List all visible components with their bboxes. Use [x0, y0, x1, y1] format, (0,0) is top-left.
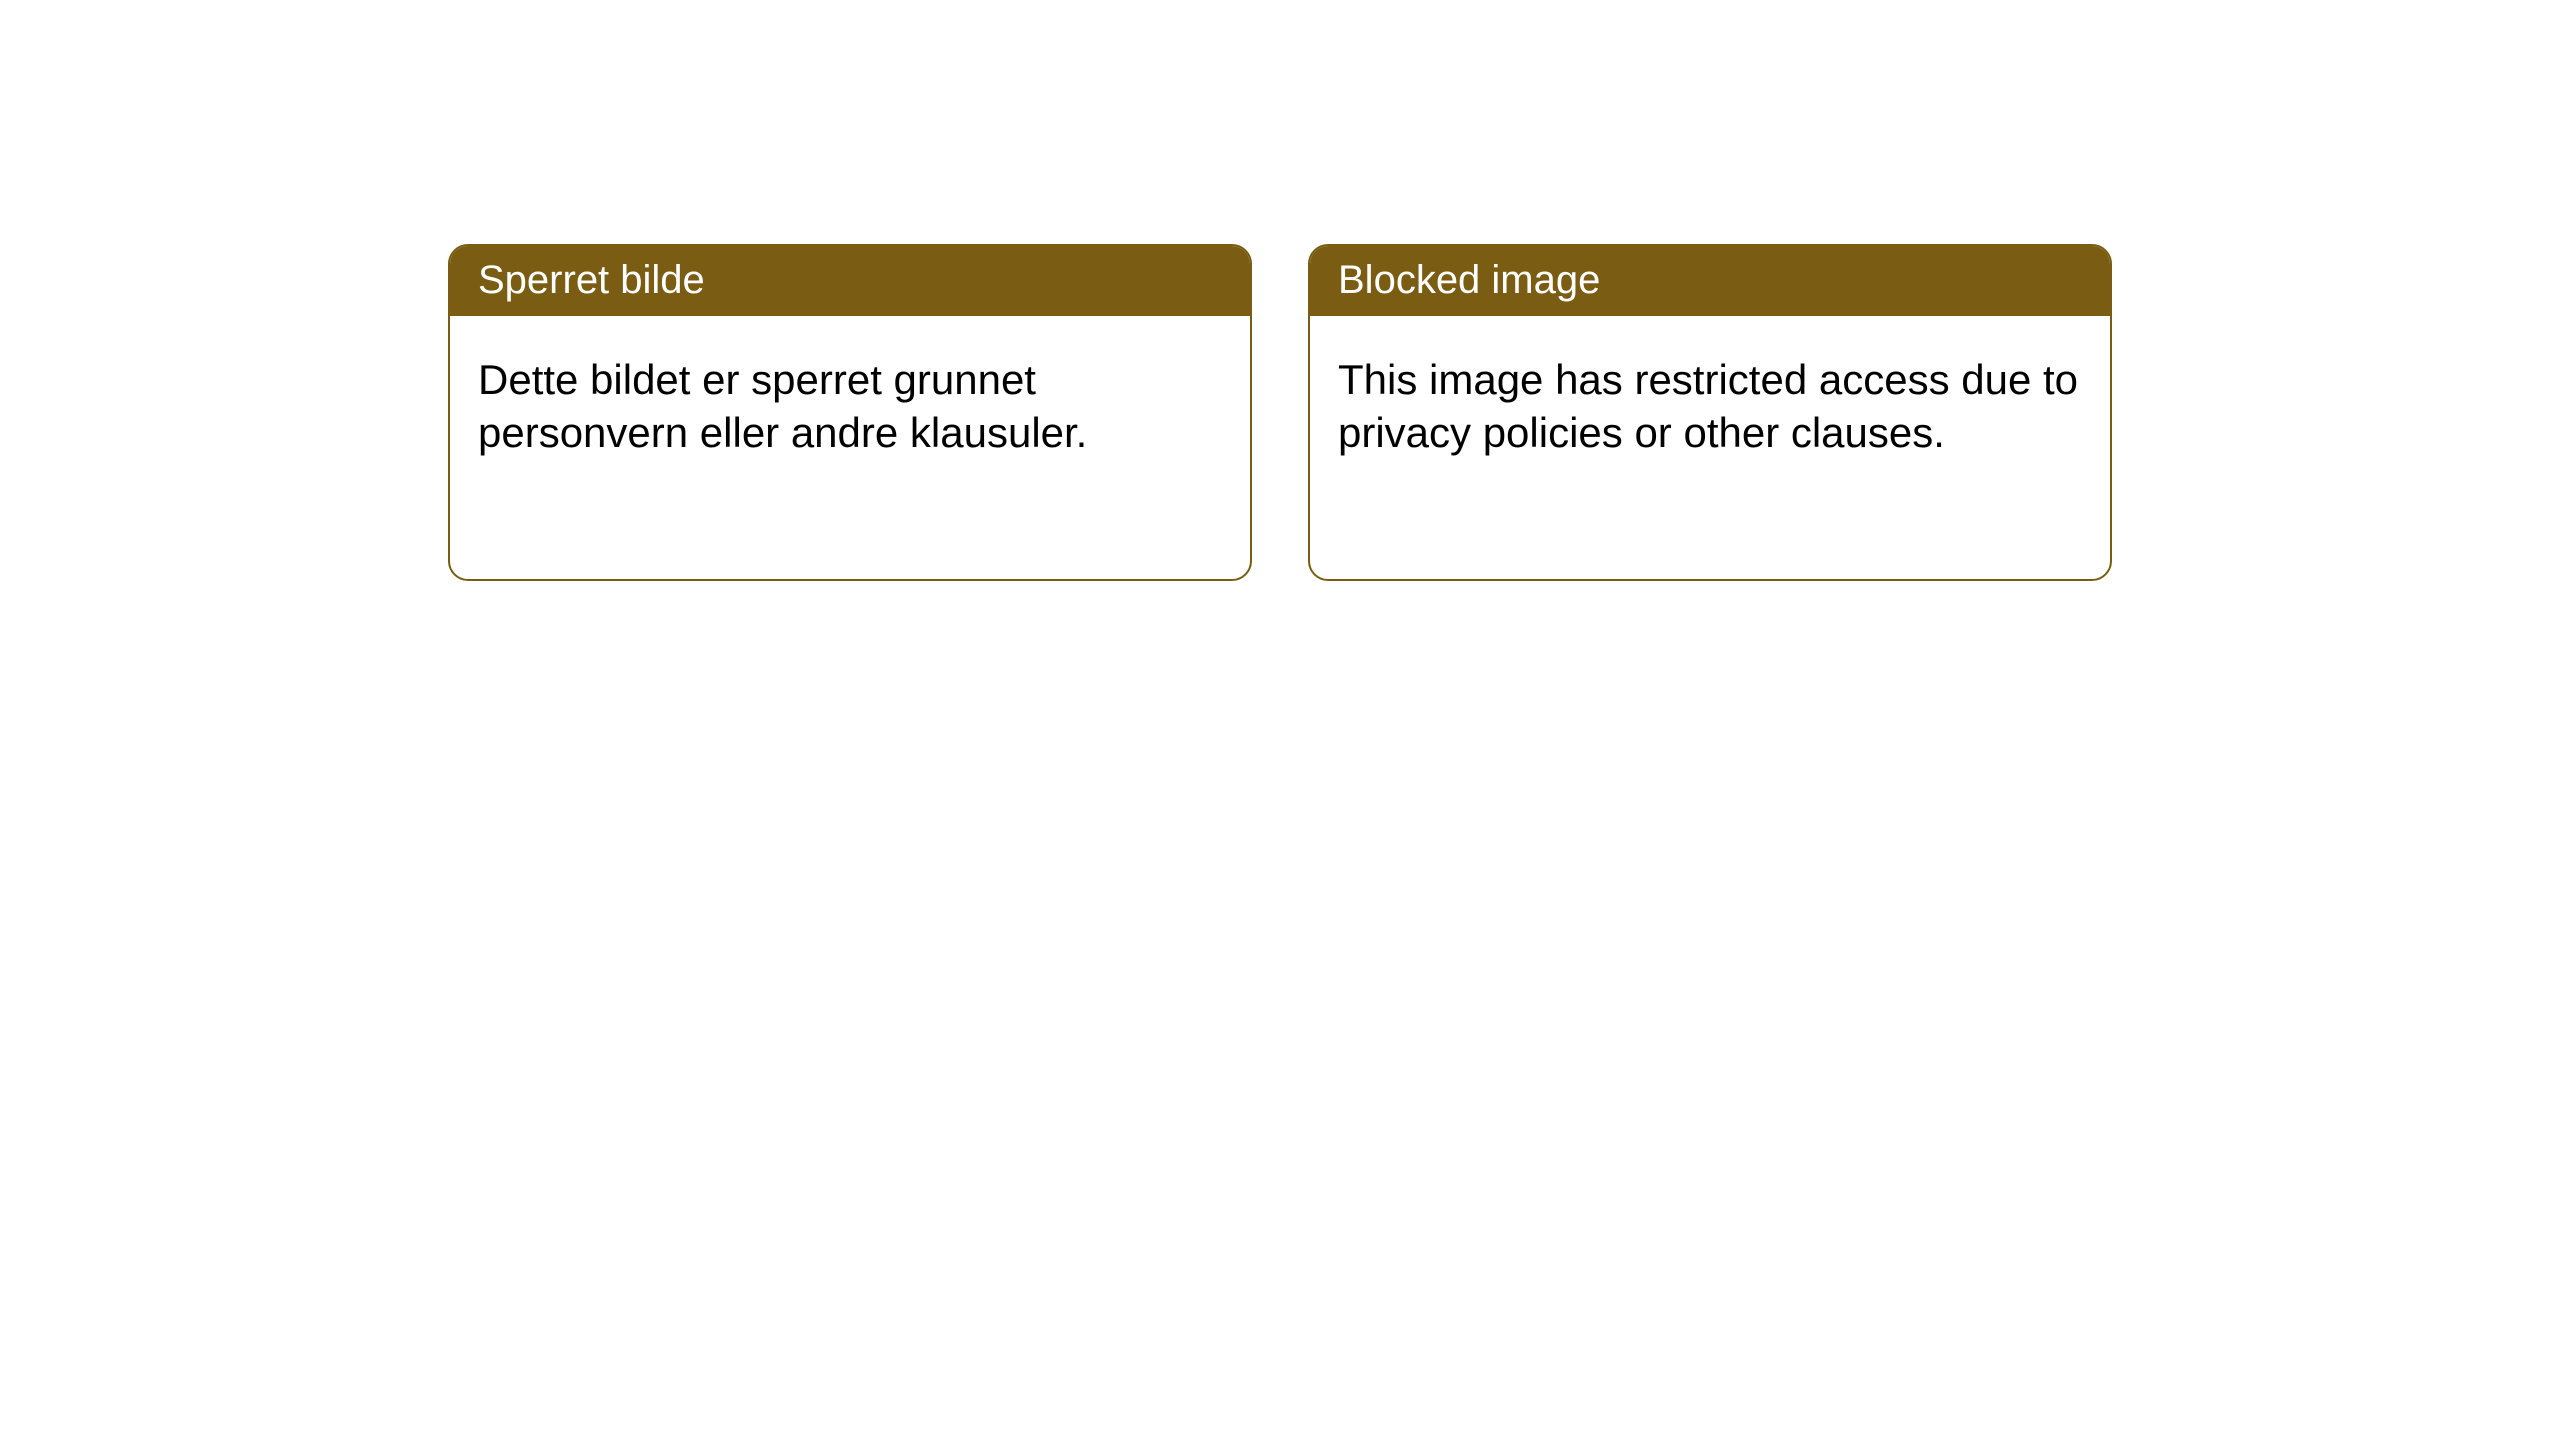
- notice-card-norwegian: Sperret bilde Dette bildet er sperret gr…: [448, 244, 1252, 581]
- card-header: Blocked image: [1310, 246, 2110, 316]
- notice-card-english: Blocked image This image has restricted …: [1308, 244, 2112, 581]
- card-body: Dette bildet er sperret grunnet personve…: [450, 316, 1250, 487]
- card-header: Sperret bilde: [450, 246, 1250, 316]
- card-body: This image has restricted access due to …: [1310, 316, 2110, 487]
- notice-container: Sperret bilde Dette bildet er sperret gr…: [0, 0, 2560, 581]
